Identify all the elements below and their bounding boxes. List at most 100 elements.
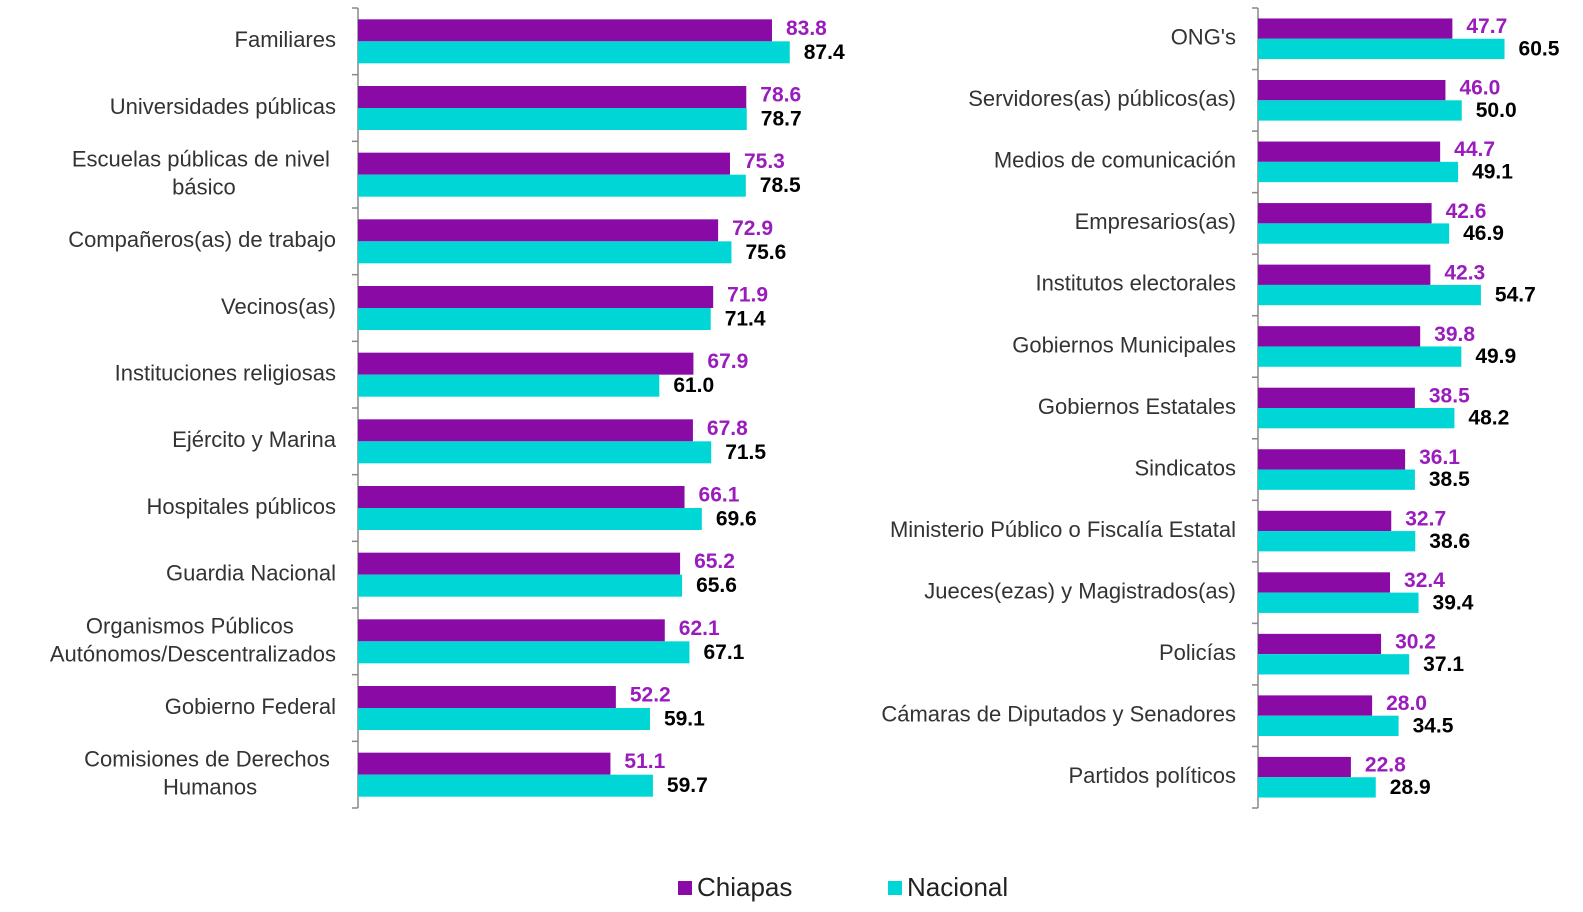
bar (358, 774, 653, 797)
value-label: 61.0 (673, 374, 714, 397)
bar (358, 152, 730, 175)
value-label: 22.8 (1365, 754, 1406, 777)
value-label: 78.5 (760, 174, 801, 197)
value-label: 48.2 (1468, 407, 1509, 430)
bar (1258, 469, 1415, 490)
value-label: 59.1 (664, 708, 705, 731)
value-label: 50.0 (1476, 99, 1517, 122)
value-label: 54.7 (1495, 284, 1536, 307)
value-label: 67.8 (707, 417, 748, 440)
value-label: 75.6 (745, 241, 786, 264)
category-label: Ministerio Público o Fiscalía Estatal (890, 517, 1236, 542)
bar (358, 486, 685, 508)
value-label: 36.1 (1419, 446, 1460, 469)
value-label: 51.1 (624, 750, 665, 773)
category-label: Gobiernos Estatales (1038, 394, 1236, 419)
value-label: 47.7 (1466, 15, 1507, 38)
category-label: Partidos políticos (1068, 763, 1236, 788)
value-label: 87.4 (804, 41, 845, 64)
category-label: Vecinos(as) (221, 294, 336, 319)
value-label: 67.9 (707, 350, 748, 373)
bar (1258, 572, 1391, 593)
category-label: Guardia Nacional (166, 560, 336, 585)
bar (1258, 654, 1410, 675)
value-label: 49.9 (1475, 345, 1516, 368)
legend-swatch (888, 881, 902, 895)
bar (358, 374, 660, 397)
value-label: 42.6 (1446, 200, 1487, 223)
value-label: 42.3 (1444, 261, 1485, 284)
category-label: Medios de comunicación (994, 148, 1236, 173)
value-label: 38.5 (1429, 468, 1470, 491)
bar (1258, 633, 1382, 655)
bar (1258, 203, 1432, 224)
bar (1258, 264, 1431, 285)
value-label: 34.5 (1413, 714, 1454, 737)
legend-swatch (678, 881, 692, 895)
bar (1258, 387, 1415, 408)
value-label: 46.9 (1463, 222, 1504, 245)
bar (358, 286, 714, 308)
category-label: Institutos electorales (1035, 271, 1236, 296)
bar (1258, 592, 1419, 613)
bar (358, 174, 746, 197)
bar (358, 708, 650, 730)
value-label: 65.2 (694, 550, 735, 573)
bar (358, 686, 616, 708)
value-label: 65.6 (696, 574, 737, 597)
bar (1258, 141, 1441, 162)
bar (358, 41, 790, 64)
value-label: 28.9 (1390, 776, 1431, 799)
value-label: 32.4 (1404, 569, 1445, 592)
bar (1258, 695, 1373, 716)
bar (1258, 18, 1453, 39)
category-label: Gobierno Federal (165, 694, 336, 719)
value-label: 37.1 (1423, 653, 1464, 676)
bar (1258, 715, 1399, 736)
category-label: Cámaras de Diputados y Senadores (881, 702, 1236, 727)
category-label: Empresarios(as) (1075, 209, 1236, 234)
bar (358, 752, 611, 775)
category-label: Ejército y Marina (172, 427, 337, 452)
category-label: Escuelas públicas de nivel básico (72, 146, 336, 199)
value-label: 38.5 (1429, 384, 1470, 407)
category-label: Hospitales públicos (146, 494, 336, 519)
bar (1258, 284, 1481, 306)
category-label: Sindicatos (1134, 455, 1236, 480)
bar (358, 641, 690, 664)
bar (358, 419, 693, 442)
bar (1258, 408, 1455, 429)
bar (1258, 223, 1450, 244)
bar (358, 352, 694, 375)
category-label: Familiares (235, 27, 336, 52)
category-label: Organismos Públicos Autónomos/Descentral… (50, 613, 336, 666)
value-label: 30.2 (1395, 631, 1436, 654)
bar (358, 108, 747, 130)
value-label: 32.7 (1405, 507, 1446, 530)
value-label: 69.6 (716, 508, 757, 531)
value-label: 72.9 (732, 217, 773, 240)
value-label: 78.7 (761, 108, 802, 131)
category-label: Instituciones religiosas (115, 360, 336, 385)
value-label: 46.0 (1459, 77, 1500, 100)
category-label: Universidades públicas (110, 94, 336, 119)
category-label: Compañeros(as) de trabajo (68, 227, 336, 252)
bar (358, 619, 665, 642)
value-label: 44.7 (1454, 138, 1495, 161)
category-label: Comisiones de Derechos Humanos (84, 746, 336, 799)
value-label: 38.6 (1429, 530, 1470, 553)
legend-label: Nacional (907, 872, 1008, 902)
value-label: 59.7 (667, 774, 708, 797)
bar (1258, 346, 1462, 367)
value-label: 66.1 (699, 484, 740, 507)
category-label: Servidores(as) públicos(as) (968, 86, 1236, 111)
bar (358, 86, 747, 108)
category-label: Gobiernos Municipales (1012, 332, 1236, 357)
bar (1258, 100, 1462, 121)
bar (358, 574, 683, 597)
value-label: 28.0 (1386, 692, 1427, 715)
bar (1258, 80, 1446, 101)
value-label: 49.1 (1472, 161, 1513, 184)
bar (358, 219, 719, 242)
